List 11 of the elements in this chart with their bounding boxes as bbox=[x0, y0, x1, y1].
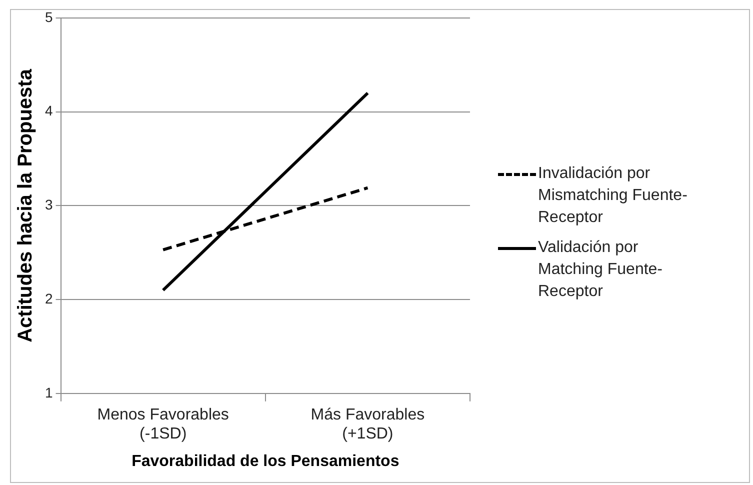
y-tick-label: 1 bbox=[44, 384, 53, 400]
y-tick-label: 4 bbox=[44, 102, 53, 119]
x-axis-title: Favorabilidad de los Pensamientos bbox=[132, 452, 400, 470]
x-tick-label: Menos Favorables (-1SD) bbox=[97, 406, 229, 443]
y-tick-label: 2 bbox=[44, 290, 53, 306]
y-tick-label: 5 bbox=[44, 8, 53, 25]
y-axis-title: Actitudes hacia la Propuesta bbox=[14, 68, 37, 342]
legend-label: Invalidación por Mismatching Fuente-Receptor bbox=[538, 164, 688, 228]
legend-label: Validación por Matching Fuente-Receptor bbox=[538, 238, 664, 302]
x-tick-label: Más Favorables (+1SD) bbox=[310, 406, 425, 443]
y-tick-label: 3 bbox=[44, 196, 53, 213]
